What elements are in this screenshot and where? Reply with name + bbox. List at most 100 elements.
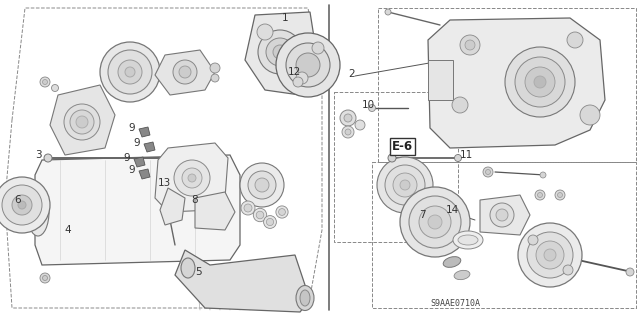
Circle shape [342,126,354,138]
Text: S9AAE0710A: S9AAE0710A [430,299,480,308]
Circle shape [312,42,324,54]
Circle shape [555,190,565,200]
Polygon shape [139,169,150,179]
Circle shape [257,24,273,40]
Circle shape [345,129,351,135]
Polygon shape [155,50,215,95]
Circle shape [540,172,546,178]
Circle shape [525,67,555,97]
Circle shape [454,154,461,161]
Polygon shape [35,155,240,265]
Circle shape [255,178,269,192]
Text: 9: 9 [134,138,140,148]
Text: 9: 9 [124,153,131,163]
Text: 12: 12 [287,67,301,77]
Circle shape [70,110,94,134]
Circle shape [419,206,451,238]
Polygon shape [428,18,605,148]
Circle shape [296,53,320,77]
Polygon shape [160,188,185,225]
Circle shape [174,160,210,196]
Circle shape [125,67,135,77]
Circle shape [296,72,308,84]
Circle shape [567,32,583,48]
Circle shape [355,120,365,130]
Circle shape [544,249,556,261]
Polygon shape [134,157,145,167]
Circle shape [264,216,276,228]
Circle shape [293,77,303,87]
Circle shape [527,232,573,278]
Text: 1: 1 [282,13,288,23]
Ellipse shape [444,257,461,267]
Text: 7: 7 [419,210,426,220]
Circle shape [400,180,410,190]
Circle shape [385,9,391,15]
Circle shape [626,268,634,276]
Circle shape [108,50,152,94]
Circle shape [18,201,26,209]
Polygon shape [195,192,235,230]
Circle shape [393,173,417,197]
Circle shape [256,211,264,219]
Circle shape [44,154,52,162]
Circle shape [400,187,470,257]
Text: 10: 10 [362,100,374,110]
Circle shape [409,196,461,248]
Text: 5: 5 [195,267,202,277]
Text: 13: 13 [157,178,171,188]
Polygon shape [139,127,150,137]
Polygon shape [245,12,320,95]
Text: 2: 2 [349,69,355,79]
Circle shape [515,57,565,107]
Ellipse shape [181,258,195,278]
Circle shape [173,60,197,84]
Ellipse shape [32,197,44,227]
Ellipse shape [458,235,478,245]
Circle shape [340,110,356,126]
Circle shape [42,276,47,280]
Ellipse shape [300,290,310,306]
Circle shape [563,265,573,275]
Text: 3: 3 [35,150,42,160]
Circle shape [505,47,575,117]
Circle shape [244,204,252,212]
Polygon shape [155,143,228,212]
Circle shape [483,167,493,177]
Circle shape [266,38,294,66]
Circle shape [490,203,514,227]
Circle shape [76,116,88,128]
Circle shape [42,79,47,85]
Circle shape [273,45,287,59]
Circle shape [211,74,219,82]
Circle shape [538,192,543,197]
Ellipse shape [27,188,49,236]
Ellipse shape [454,271,470,280]
Circle shape [344,114,352,122]
Polygon shape [50,85,115,155]
Circle shape [240,163,284,207]
Text: 6: 6 [15,195,21,205]
Circle shape [369,105,376,112]
Text: 9: 9 [129,165,135,175]
Circle shape [64,104,100,140]
FancyBboxPatch shape [428,60,453,100]
Circle shape [248,171,276,199]
Polygon shape [175,250,310,312]
Circle shape [188,174,196,182]
Circle shape [241,201,255,215]
Ellipse shape [453,231,483,249]
Circle shape [496,209,508,221]
Circle shape [518,223,582,287]
Text: 4: 4 [65,225,71,235]
Circle shape [580,105,600,125]
Circle shape [286,43,330,87]
Polygon shape [144,142,155,152]
Circle shape [460,35,480,55]
Circle shape [253,208,267,222]
Circle shape [276,33,340,97]
Circle shape [536,241,564,269]
Circle shape [428,215,442,229]
Circle shape [377,157,433,213]
Circle shape [51,85,58,92]
